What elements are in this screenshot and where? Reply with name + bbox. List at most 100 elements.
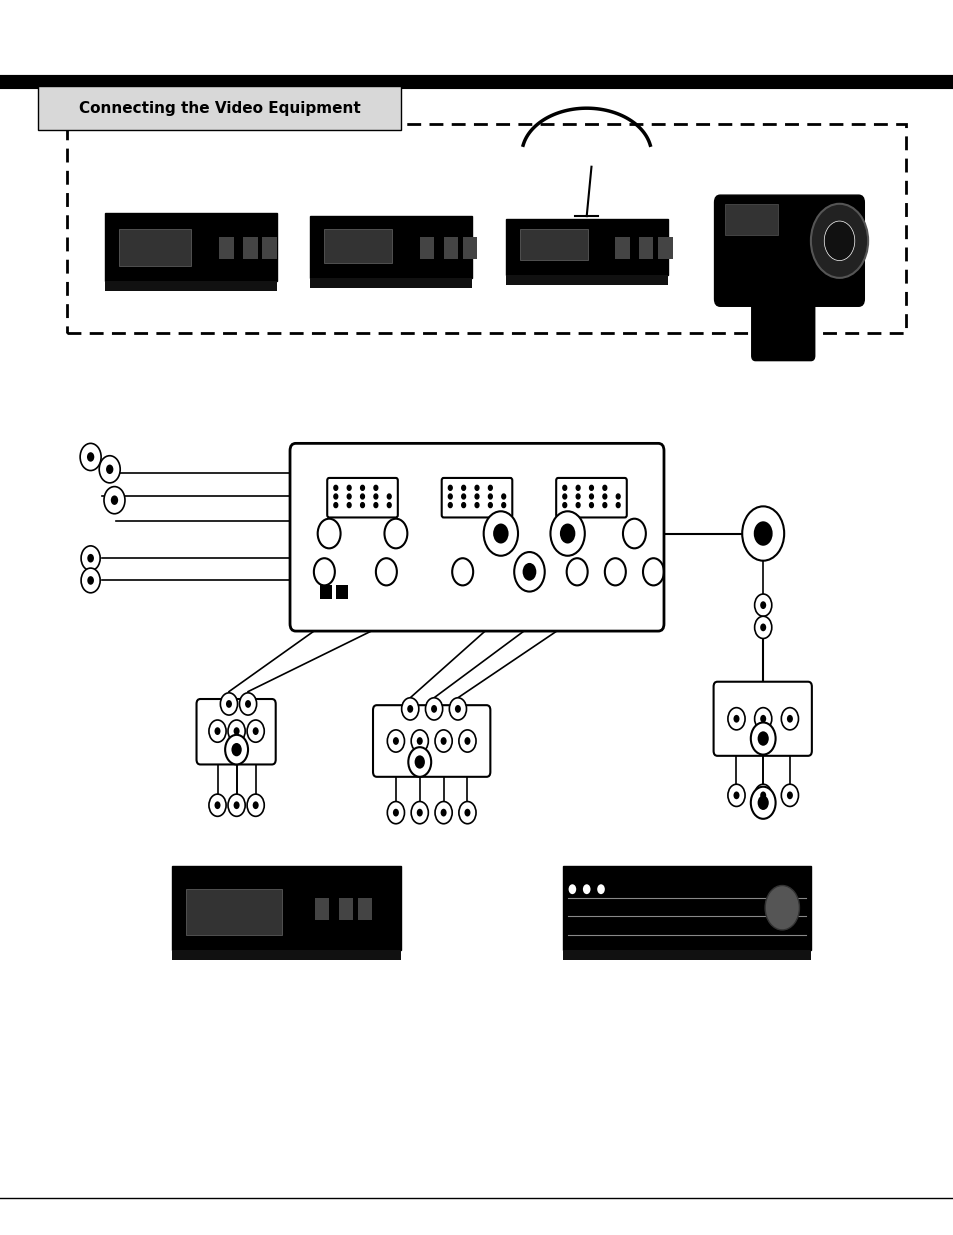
Circle shape	[225, 735, 248, 764]
Circle shape	[347, 494, 351, 499]
FancyBboxPatch shape	[327, 478, 397, 517]
Circle shape	[334, 494, 337, 499]
Circle shape	[483, 511, 517, 556]
Circle shape	[245, 700, 251, 708]
Circle shape	[247, 720, 264, 742]
Circle shape	[416, 737, 422, 745]
Circle shape	[253, 727, 258, 735]
Circle shape	[374, 485, 377, 490]
Circle shape	[757, 731, 768, 746]
Circle shape	[334, 503, 337, 508]
Bar	[562, 950, 810, 960]
Circle shape	[214, 727, 220, 735]
Bar	[172, 866, 400, 950]
Circle shape	[602, 485, 606, 490]
Bar	[519, 230, 587, 259]
Circle shape	[411, 802, 428, 824]
Circle shape	[741, 506, 783, 561]
Circle shape	[475, 503, 478, 508]
Bar	[172, 950, 400, 960]
Bar	[310, 278, 472, 288]
Circle shape	[559, 524, 575, 543]
Circle shape	[781, 784, 798, 806]
Bar	[243, 237, 257, 259]
Circle shape	[374, 494, 377, 499]
Bar	[105, 212, 276, 280]
Bar	[338, 898, 353, 920]
Circle shape	[81, 546, 100, 571]
Circle shape	[334, 485, 337, 490]
Circle shape	[425, 698, 442, 720]
Circle shape	[475, 494, 478, 499]
Circle shape	[408, 747, 431, 777]
Bar	[319, 585, 332, 599]
Bar	[67, 124, 905, 333]
FancyBboxPatch shape	[751, 291, 814, 361]
Circle shape	[562, 503, 566, 508]
Bar	[262, 237, 276, 259]
Bar	[639, 237, 653, 259]
Bar	[462, 237, 476, 259]
Bar	[186, 889, 282, 935]
Circle shape	[753, 521, 772, 546]
Circle shape	[562, 494, 566, 499]
Circle shape	[347, 503, 351, 508]
Circle shape	[550, 511, 584, 556]
Circle shape	[360, 485, 364, 490]
Circle shape	[781, 708, 798, 730]
Circle shape	[387, 802, 404, 824]
Circle shape	[464, 809, 470, 816]
Circle shape	[448, 494, 452, 499]
Circle shape	[764, 885, 799, 930]
Circle shape	[461, 485, 465, 490]
Circle shape	[597, 884, 604, 894]
Circle shape	[589, 503, 593, 508]
Circle shape	[440, 737, 446, 745]
Circle shape	[461, 494, 465, 499]
FancyBboxPatch shape	[290, 443, 663, 631]
Text: Connecting the Video Equipment: Connecting the Video Equipment	[78, 100, 360, 116]
Bar	[505, 219, 667, 274]
Circle shape	[387, 494, 391, 499]
Circle shape	[80, 443, 101, 471]
Circle shape	[209, 720, 226, 742]
Circle shape	[435, 730, 452, 752]
Circle shape	[209, 794, 226, 816]
Circle shape	[88, 576, 94, 584]
Circle shape	[514, 552, 544, 592]
FancyBboxPatch shape	[556, 478, 626, 517]
Circle shape	[393, 809, 398, 816]
Bar	[105, 280, 276, 290]
Circle shape	[760, 624, 765, 631]
Circle shape	[214, 802, 220, 809]
Circle shape	[220, 693, 237, 715]
Bar	[38, 86, 400, 130]
Bar	[443, 237, 457, 259]
Circle shape	[111, 495, 118, 505]
Circle shape	[602, 494, 606, 499]
FancyBboxPatch shape	[441, 478, 512, 517]
Circle shape	[88, 553, 94, 563]
Bar	[724, 204, 777, 235]
Circle shape	[522, 563, 536, 580]
Circle shape	[233, 727, 239, 735]
Circle shape	[750, 787, 775, 819]
FancyBboxPatch shape	[713, 682, 811, 756]
Circle shape	[440, 809, 446, 816]
Circle shape	[416, 809, 422, 816]
Circle shape	[411, 730, 428, 752]
FancyBboxPatch shape	[196, 699, 275, 764]
Circle shape	[360, 503, 364, 508]
Circle shape	[488, 494, 492, 499]
Circle shape	[104, 487, 125, 514]
Circle shape	[760, 601, 765, 609]
Circle shape	[226, 700, 232, 708]
Circle shape	[616, 494, 619, 499]
Circle shape	[786, 715, 792, 722]
Circle shape	[576, 503, 579, 508]
Circle shape	[589, 494, 593, 499]
Circle shape	[431, 705, 436, 713]
Circle shape	[488, 485, 492, 490]
Circle shape	[786, 792, 792, 799]
Circle shape	[757, 795, 768, 810]
